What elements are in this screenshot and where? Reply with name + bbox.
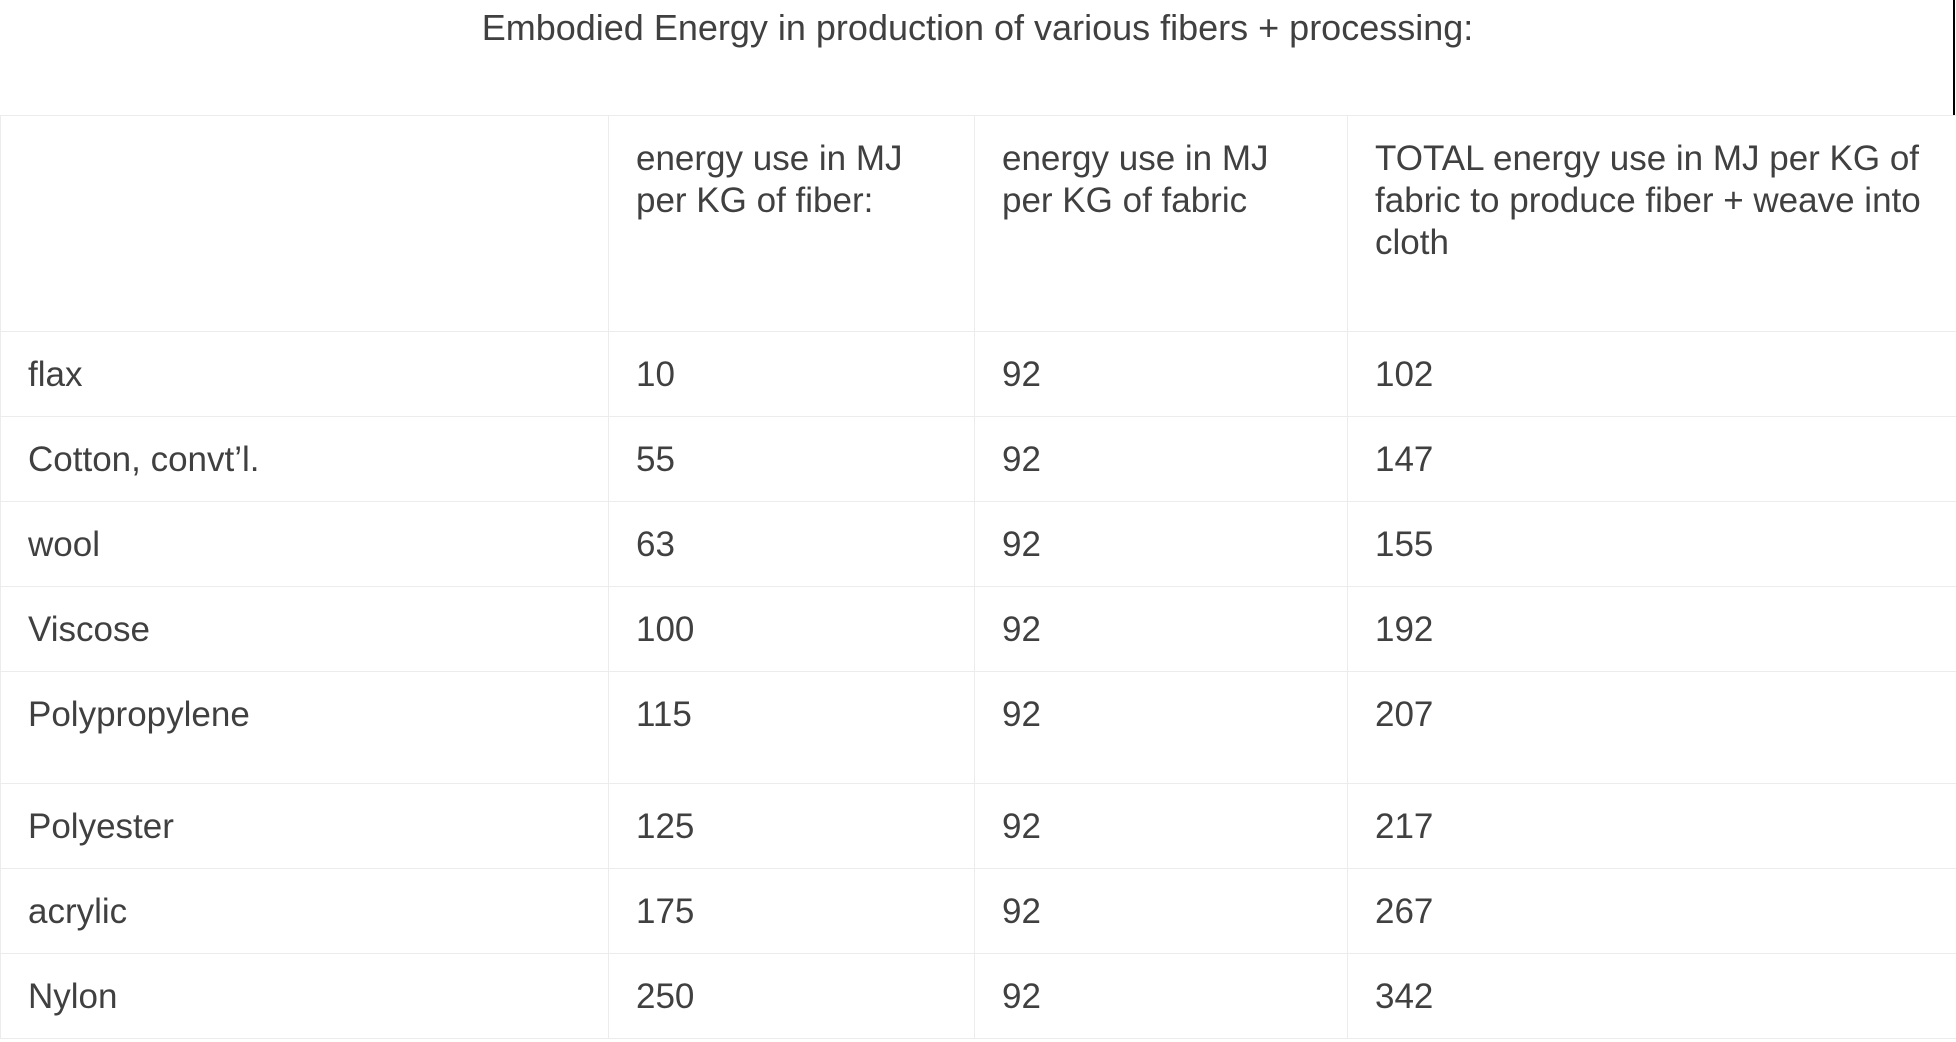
fabric-energy-cell: 92 [974, 331, 1348, 417]
fiber-energy-cell: 63 [608, 501, 975, 587]
total-energy-cell: 192 [1347, 586, 1956, 672]
table-row: Polypropylene 115 92 207 [0, 671, 1956, 784]
total-energy-cell: 217 [1347, 783, 1956, 869]
header-row: energy use in MJ per KG of fiber: energy… [0, 115, 1956, 332]
total-energy-cell: 267 [1347, 868, 1956, 954]
fabric-energy-cell: 92 [974, 868, 1348, 954]
table-row: Nylon 250 92 342 [0, 953, 1956, 1039]
fabric-energy-cell: 92 [974, 501, 1348, 587]
title-row: Embodied Energy in production of various… [0, 0, 1955, 115]
fiber-name-cell: Cotton, convt’l. [0, 416, 609, 502]
header-cell-fiber [0, 115, 609, 332]
table-row: Viscose 100 92 192 [0, 586, 1956, 672]
table-row: Polyester 125 92 217 [0, 783, 1956, 869]
table-title: Embodied Energy in production of various… [481, 7, 1474, 48]
total-energy-cell: 147 [1347, 416, 1956, 502]
total-energy-cell: 155 [1347, 501, 1956, 587]
fiber-name-cell: Nylon [0, 953, 609, 1039]
fiber-energy-cell: 125 [608, 783, 975, 869]
table-row: flax 10 92 102 [0, 331, 1956, 417]
fiber-energy-cell: 55 [608, 416, 975, 502]
table-row: acrylic 175 92 267 [0, 868, 1956, 954]
fabric-energy-cell: 92 [974, 671, 1348, 784]
fabric-energy-cell: 92 [974, 783, 1348, 869]
fiber-name-cell: Viscose [0, 586, 609, 672]
total-energy-cell: 102 [1347, 331, 1956, 417]
fiber-name-cell: acrylic [0, 868, 609, 954]
fiber-energy-cell: 175 [608, 868, 975, 954]
fiber-name-cell: Polypropylene [0, 671, 609, 784]
fabric-energy-cell: 92 [974, 416, 1348, 502]
header-cell-total-energy: TOTAL energy use in MJ per KG of fabric … [1347, 115, 1956, 332]
table-row: wool 63 92 155 [0, 501, 1956, 587]
header-cell-fabric-energy: energy use in MJ per KG of fabric [974, 115, 1348, 332]
fiber-energy-cell: 10 [608, 331, 975, 417]
fiber-energy-cell: 250 [608, 953, 975, 1039]
fiber-name-cell: wool [0, 501, 609, 587]
total-energy-cell: 207 [1347, 671, 1956, 784]
fiber-name-cell: flax [0, 331, 609, 417]
fabric-energy-cell: 92 [974, 586, 1348, 672]
header-cell-fiber-energy: energy use in MJ per KG of fiber: [608, 115, 975, 332]
total-energy-cell: 342 [1347, 953, 1956, 1039]
fiber-energy-cell: 115 [608, 671, 975, 784]
fabric-energy-cell: 92 [974, 953, 1348, 1039]
table-row: Cotton, convt’l. 55 92 147 [0, 416, 1956, 502]
energy-table: energy use in MJ per KG of fiber: energy… [0, 115, 1956, 1039]
fiber-energy-cell: 100 [608, 586, 975, 672]
fiber-name-cell: Polyester [0, 783, 609, 869]
